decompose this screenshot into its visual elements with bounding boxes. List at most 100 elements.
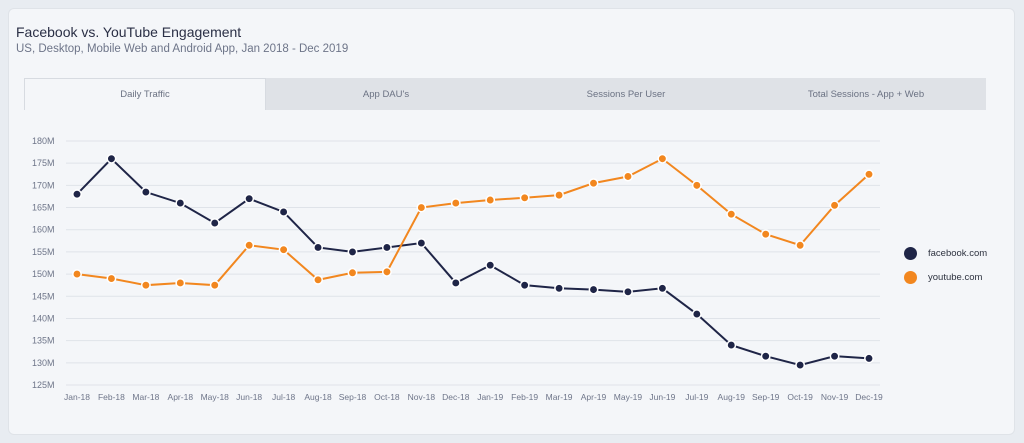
data-point-youtube [760,229,771,240]
data-point-youtube [691,180,702,191]
data-point-youtube [209,280,220,291]
x-tick-label: Jan-18 [64,392,90,402]
data-point-facebook [347,246,358,257]
x-tick-label: Aug-19 [718,392,746,402]
data-point-youtube [657,153,668,164]
data-point-facebook [864,353,874,364]
data-point-facebook [795,360,806,370]
y-tick-label: 150M [32,269,55,279]
x-tick-label: Jan-19 [477,392,503,402]
tab-daily-traffic[interactable]: Daily Traffic [24,78,266,110]
y-tick-label: 125M [32,380,55,390]
data-point-youtube [347,267,358,278]
data-point-facebook [209,218,220,229]
x-tick-label: Mar-18 [132,392,159,402]
x-tick-label: Mar-19 [546,392,573,402]
data-point-youtube [416,202,427,213]
y-tick-label: 135M [32,336,55,346]
data-point-facebook [760,351,771,362]
y-tick-label: 165M [32,203,55,213]
data-point-facebook [623,286,633,297]
data-point-facebook [244,193,255,204]
data-point-facebook [313,242,323,253]
data-point-facebook [519,280,530,291]
x-tick-label: May-19 [614,392,643,402]
data-point-facebook [140,187,151,197]
y-tick-label: 140M [32,313,55,323]
x-tick-label: Feb-19 [511,392,538,402]
data-point-youtube [244,240,255,251]
x-tick-label: Jun-18 [236,392,262,402]
data-point-facebook [72,189,82,200]
x-tick-label: Jul-18 [272,392,295,402]
y-tick-label: 160M [32,225,55,235]
legend-label-facebook: facebook.com [928,247,988,259]
data-point-youtube [72,269,82,280]
data-point-youtube [106,273,117,284]
data-point-youtube [381,266,392,277]
y-tick-label: 145M [32,291,55,301]
data-point-youtube [829,200,840,211]
legend-item-facebook[interactable]: facebook.com [904,242,987,264]
data-point-facebook [416,238,427,248]
data-point-facebook [175,198,186,209]
x-tick-label: Nov-19 [821,392,849,402]
x-tick-label: Oct-18 [374,392,400,402]
tab-total-sessions[interactable]: Total Sessions - App + Web [807,88,925,100]
chart-subtitle: US, Desktop, Mobile Web and Android App,… [16,43,349,55]
x-tick-label: Apr-19 [581,392,607,402]
x-tick-label: Dec-18 [442,392,470,402]
data-point-youtube [795,240,806,251]
y-tick-label: 130M [32,358,55,368]
tab-sessions-per-user[interactable]: Sessions Per User [586,88,666,100]
data-point-facebook [829,351,840,362]
legend: facebook.com youtube.com [904,242,987,290]
data-point-facebook [278,207,289,217]
x-tick-label: Oct-19 [787,392,813,402]
x-tick-label: Nov-18 [408,392,436,402]
x-tick-label: Feb-18 [98,392,125,402]
data-point-youtube [588,178,599,189]
data-point-facebook [450,278,461,288]
data-point-youtube [864,169,874,180]
data-point-facebook [691,309,702,319]
tab-bar: Daily Traffic App DAU's Sessions Per Use… [24,78,986,110]
data-point-youtube [175,278,186,288]
data-point-facebook [726,340,737,351]
y-tick-label: 155M [32,247,55,257]
data-point-youtube [278,244,289,255]
x-tick-label: Jun-19 [649,392,675,402]
x-tick-label: May-18 [201,392,230,402]
data-point-facebook [554,283,565,294]
data-point-youtube [450,198,461,209]
facebook-legend-dot [904,246,917,260]
tab-app-dau[interactable]: App DAU's [362,88,410,100]
data-point-youtube [140,280,151,291]
data-point-youtube [485,195,496,205]
x-tick-label: Aug-18 [304,392,332,402]
y-tick-label: 170M [32,180,55,190]
data-point-facebook [381,242,392,253]
data-point-facebook [485,260,496,271]
x-tick-label: Jul-19 [685,392,708,402]
chart-title: Facebook vs. YouTube Engagement [16,24,242,40]
x-tick-label: Apr-18 [168,392,194,402]
data-point-youtube [554,190,565,201]
data-point-facebook [106,153,117,164]
series-line-facebook [76,157,870,367]
y-tick-label: 175M [32,158,55,168]
legend-item-youtube[interactable]: youtube.com [904,266,987,288]
data-point-youtube [313,274,323,285]
x-tick-label: Dec-19 [855,392,883,402]
data-point-youtube [726,209,737,220]
series-line-youtube [76,157,870,287]
data-point-youtube [623,171,633,182]
data-point-facebook [657,283,668,294]
y-tick-label: 180M [32,136,55,146]
legend-label-youtube: youtube.com [928,271,983,283]
data-point-youtube [519,192,530,203]
youtube-legend-dot [904,270,917,284]
x-tick-label: Sep-19 [752,392,780,402]
x-tick-label: Sep-18 [339,392,367,402]
